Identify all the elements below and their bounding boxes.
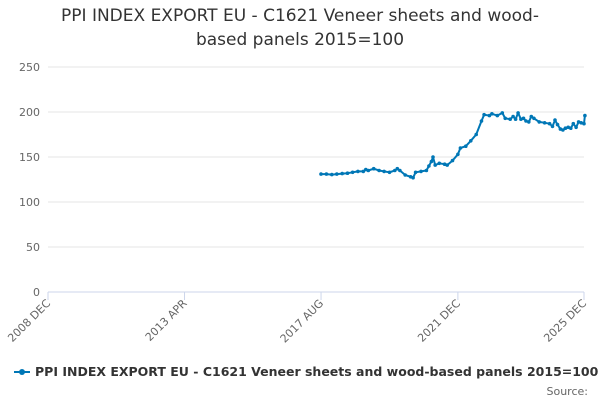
- data-point: [474, 132, 479, 137]
- data-point: [542, 121, 547, 125]
- data-point: [561, 128, 565, 132]
- data-point: [345, 171, 350, 175]
- data-point: [431, 155, 435, 159]
- chart-title: PPI INDEX EXPORT EU - C1621 Veneer sheet…: [0, 4, 600, 52]
- data-point: [456, 152, 460, 157]
- data-point: [490, 112, 494, 116]
- x-tick-label: 2013 APR: [143, 297, 190, 344]
- data-point: [458, 146, 463, 150]
- y-tick-label: 0: [33, 286, 40, 299]
- data-point: [516, 111, 520, 115]
- chart-title-line-1: PPI INDEX EXPORT EU - C1621 Veneer sheet…: [61, 6, 539, 26]
- source-credit[interactable]: Source:: [546, 385, 589, 398]
- data-point: [395, 166, 400, 171]
- data-point: [361, 169, 366, 174]
- x-tick-label: 2017 AUG: [278, 297, 327, 346]
- data-point: [330, 172, 334, 177]
- data-point: [429, 159, 434, 164]
- legend-series-label: PPI INDEX EXPORT EU - C1621 Veneer sheet…: [35, 364, 599, 379]
- y-tick-label: 50: [26, 241, 40, 254]
- data-point: [500, 111, 505, 115]
- y-tick-label: 150: [19, 151, 40, 164]
- data-point: [413, 170, 418, 175]
- data-point: [419, 169, 423, 174]
- data-point: [511, 114, 515, 119]
- data-point: [398, 168, 402, 173]
- data-point: [579, 121, 583, 125]
- data-point: [555, 122, 560, 127]
- data-point: [537, 120, 541, 124]
- data-point: [527, 120, 531, 124]
- data-point: [521, 116, 526, 121]
- data-point: [387, 170, 392, 175]
- data-point: [335, 172, 339, 176]
- data-point: [437, 161, 442, 166]
- data-point: [450, 158, 455, 163]
- data-point: [319, 172, 323, 176]
- data-point: [508, 117, 512, 121]
- data-point: [524, 119, 528, 123]
- legend-series-marker: [14, 367, 30, 377]
- data-point: [340, 171, 345, 176]
- data-point: [393, 168, 397, 173]
- data-point: [403, 173, 408, 177]
- legend[interactable]: PPI INDEX EXPORT EU - C1621 Veneer sheet…: [14, 364, 598, 379]
- data-point: [371, 166, 376, 171]
- data-point: [356, 169, 360, 174]
- data-point: [350, 170, 355, 175]
- x-tick-label: 2008 DEC: [5, 297, 53, 345]
- x-tick-label: 2021 DEC: [415, 297, 463, 345]
- data-point: [482, 112, 486, 117]
- data-point: [469, 139, 473, 143]
- data-point: [382, 169, 386, 174]
- y-tick-label: 100: [19, 196, 40, 209]
- data-point: [553, 118, 557, 122]
- data-point: [479, 119, 484, 123]
- data-point: [582, 121, 586, 126]
- data-point: [569, 126, 573, 130]
- data-point: [550, 124, 555, 129]
- y-tick-label: 250: [19, 61, 40, 74]
- data-point: [411, 175, 415, 180]
- data-point: [532, 116, 536, 121]
- data-point: [513, 117, 518, 121]
- data-point: [503, 116, 508, 121]
- data-point: [529, 114, 534, 119]
- data-point: [445, 163, 450, 167]
- data-point: [495, 113, 500, 118]
- data-point: [377, 168, 381, 173]
- data-point: [324, 172, 329, 176]
- data-point: [574, 125, 578, 130]
- data-point: [547, 121, 552, 126]
- y-tick-label: 200: [19, 106, 40, 119]
- data-point: [366, 168, 371, 173]
- data-point: [563, 126, 568, 130]
- x-tick-label: 2025 DEC: [541, 297, 589, 345]
- data-point: [583, 113, 587, 118]
- data-point: [427, 164, 431, 168]
- data-point: [433, 163, 438, 167]
- data-point: [571, 121, 576, 126]
- data-point: [487, 113, 492, 118]
- data-point: [464, 144, 468, 148]
- chart-title-line-2: based panels 2015=100: [195, 30, 405, 50]
- data-point: [424, 168, 429, 173]
